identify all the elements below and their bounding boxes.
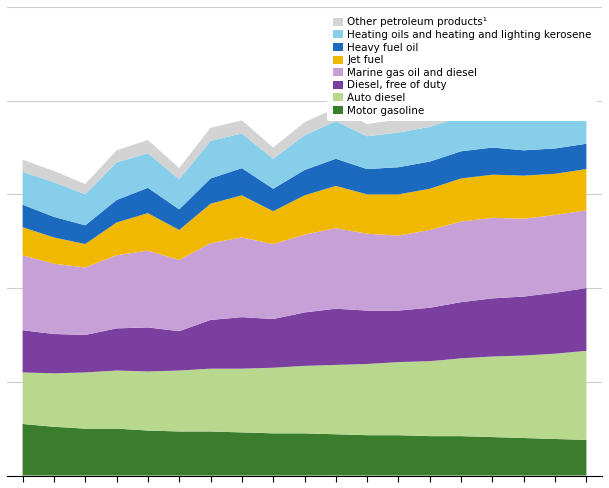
Legend: Other petroleum products¹, Heating oils and heating and lighting kerosene, Heavy: Other petroleum products¹, Heating oils … xyxy=(328,12,597,121)
